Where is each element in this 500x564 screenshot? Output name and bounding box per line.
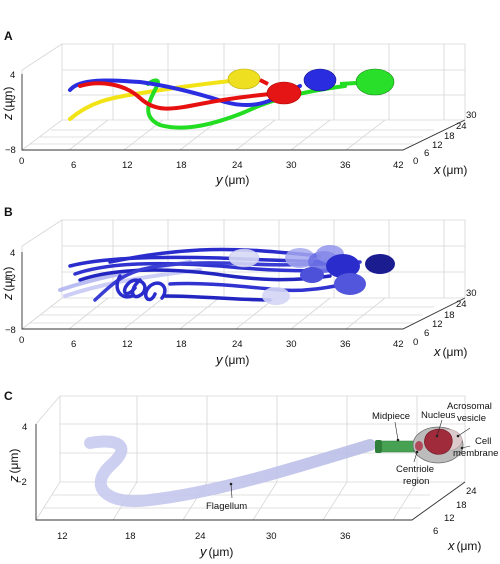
panel-a: A 4 −2 −8 z(μm) 0 6 12 18 <box>0 29 477 187</box>
z-tick: −8 <box>5 325 16 336</box>
panel-c: C 4 −2 z(μm) 12 18 24 30 36 y (μm) 24 18 … <box>4 389 498 559</box>
y-tick: 12 <box>122 339 133 350</box>
nucleus <box>424 428 453 455</box>
y-tick: 30 <box>286 160 297 171</box>
acrosomal-label-2: vesicle <box>457 413 486 424</box>
y-tick: 18 <box>176 160 187 171</box>
sperm-heads <box>227 68 395 105</box>
x-axis-title: x (μm) <box>447 538 481 553</box>
y-tick: 24 <box>232 339 243 350</box>
z-tick: 4 <box>10 70 15 81</box>
axis-box <box>21 219 466 330</box>
axis-lines <box>21 74 466 151</box>
panel-label: A <box>4 29 13 43</box>
red-flagellum <box>78 81 272 111</box>
panel-label: C <box>4 389 13 403</box>
x-tick: 24 <box>456 299 467 310</box>
x-tick: 18 <box>444 310 455 321</box>
y-tick: 42 <box>393 339 404 350</box>
midpiece-label: Midpiece <box>372 411 410 422</box>
annotation-leaders <box>230 419 471 499</box>
flagellum <box>84 435 376 508</box>
y-tick: 18 <box>125 531 136 542</box>
y-axis-title: y (μm) <box>199 544 233 559</box>
x-tick: 6 <box>424 148 429 159</box>
panel-label: B <box>4 205 13 219</box>
annotation-dots <box>229 434 464 486</box>
cell-membrane-label: Cell <box>475 436 491 447</box>
y-axis-title: y (μm) <box>215 172 249 187</box>
x-tick: 24 <box>466 486 477 497</box>
z-tick: −2 <box>16 477 27 488</box>
y-tick: 36 <box>340 531 351 542</box>
y-tick: 42 <box>393 160 404 171</box>
axis-lines <box>21 252 466 330</box>
y-tick: 18 <box>176 339 187 350</box>
midpiece-end <box>375 440 382 453</box>
flagellum-label: Flagellum <box>206 501 247 512</box>
z-tick: −8 <box>5 145 16 156</box>
x-axis-title: x (μm) <box>433 344 467 359</box>
x-tick: 18 <box>444 131 455 142</box>
x-tick: 24 <box>456 121 467 132</box>
centriole-region <box>415 441 423 451</box>
green-head <box>355 68 395 96</box>
x-tick: 12 <box>432 140 443 151</box>
x-tick: 0 <box>413 337 418 348</box>
sperm-trajectories <box>68 78 347 130</box>
z-tick: −2 <box>5 94 16 105</box>
y-tick: 0 <box>19 156 24 167</box>
y-tick: 30 <box>286 339 297 350</box>
x-axis-title: x (μm) <box>433 162 467 177</box>
y-tick: 30 <box>266 531 277 542</box>
x-tick: 30 <box>466 288 477 299</box>
x-tick: 30 <box>466 110 477 121</box>
centriole-label-2: region <box>403 476 429 487</box>
blue-head <box>303 68 337 92</box>
centriole-label: Centriole <box>396 464 434 475</box>
z-tick: −2 <box>5 273 16 284</box>
cell-membrane-label-2: membrane <box>453 448 498 459</box>
z-axis-title: z(μm) <box>6 449 21 483</box>
x-tick: 6 <box>424 328 429 339</box>
sperm-heads-overlay <box>228 245 395 305</box>
z-axis-title: z(μm) <box>0 87 15 121</box>
midpiece <box>378 440 415 453</box>
y-tick: 6 <box>71 339 76 350</box>
yellow-head <box>227 68 261 90</box>
nucleus-label: Nucleus <box>421 410 456 421</box>
y-tick: 24 <box>195 531 206 542</box>
x-tick: 18 <box>456 500 467 511</box>
z-tick: 4 <box>10 248 15 259</box>
y-tick: 0 <box>19 335 24 346</box>
red-head <box>266 81 302 105</box>
x-tick: 12 <box>432 319 443 330</box>
y-axis-title: y (μm) <box>215 352 249 367</box>
panel-b: B 4 −2 −8 z(μm) 0 6 12 18 24 30 36 42 y(… <box>0 205 477 367</box>
sperm-model <box>84 426 464 508</box>
y-tick: 6 <box>71 160 76 171</box>
y-tick: 12 <box>57 531 68 542</box>
x-tick: 6 <box>433 526 438 537</box>
y-tick: 24 <box>232 160 243 171</box>
x-tick: 12 <box>444 513 455 524</box>
acrosomal-label: Acrosomal <box>447 401 492 412</box>
axis-lines <box>35 424 466 521</box>
y-tick: 12 <box>122 160 133 171</box>
z-axis-title: z(μm) <box>0 267 15 301</box>
y-tick: 36 <box>340 339 351 350</box>
z-tick: 4 <box>22 422 27 433</box>
x-tick: 0 <box>413 156 418 167</box>
y-tick: 36 <box>340 160 351 171</box>
blue-flagellum <box>68 78 302 108</box>
